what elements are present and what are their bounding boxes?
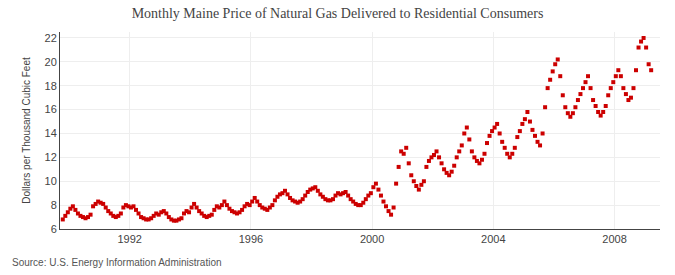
svg-text:1996: 1996 [239,233,263,245]
svg-text:6: 6 [51,223,57,235]
svg-text:20: 20 [45,56,57,68]
svg-text:1992: 1992 [117,233,141,245]
svg-text:12: 12 [45,151,57,163]
svg-text:14: 14 [45,127,57,139]
svg-text:Dollars per Thousand Cubic Fee: Dollars per Thousand Cubic Feet [21,57,32,204]
svg-text:2008: 2008 [602,233,626,245]
svg-text:2004: 2004 [481,233,505,245]
svg-text:16: 16 [45,103,57,115]
svg-text:8: 8 [51,199,57,211]
svg-text:18: 18 [45,80,57,92]
svg-text:22: 22 [45,32,57,44]
svg-text:Source: U.S. Energy Informatio: Source: U.S. Energy Information Administ… [12,257,222,268]
svg-text:2000: 2000 [360,233,384,245]
svg-text:Monthly Maine Price of Natural: Monthly Maine Price of Natural Gas Deliv… [132,6,544,21]
svg-text:10: 10 [45,175,57,187]
